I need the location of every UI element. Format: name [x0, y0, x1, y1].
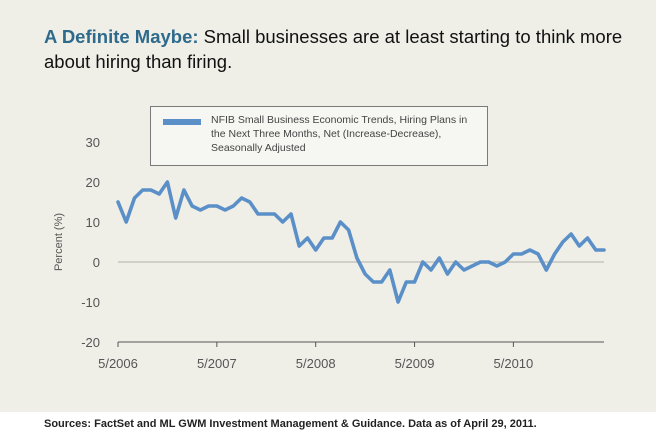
x-tick-label: 5/2008 — [296, 356, 336, 371]
legend-swatch — [163, 119, 201, 125]
chart-panel — [0, 0, 656, 412]
title-lead: A Definite Maybe: — [44, 26, 199, 47]
y-tick-label: -10 — [81, 295, 100, 310]
series-line — [116, 180, 606, 304]
y-tick-label: -20 — [81, 335, 100, 350]
x-tick-label: 5/2006 — [98, 356, 138, 371]
x-tick-label: 5/2007 — [197, 356, 237, 371]
x-tick-label: 5/2009 — [395, 356, 435, 371]
legend-label: NFIB Small Business Economic Trends, Hir… — [211, 114, 468, 154]
source-note: Sources: FactSet and ML GWM Investment M… — [44, 418, 537, 430]
title-rest: Small businesses are at least starting t… — [44, 26, 623, 72]
legend: NFIB Small Business Economic Trends, Hir… — [150, 106, 488, 166]
line-chart: -20 -10 0 10 20 30 5/2006 5/2007 5/2008 5/2009 5/2… — [54, 135, 606, 371]
y-tick-label: 0 — [93, 255, 100, 270]
y-tick-label: 10 — [86, 215, 100, 230]
y-axis-label: Percent (%) — [54, 213, 65, 271]
chart-title: A Definite Maybe: Small businesses are a… — [44, 24, 634, 74]
y-tick-label: 20 — [86, 175, 100, 190]
x-tick-label: 5/2010 — [494, 356, 534, 371]
y-tick-label: 30 — [86, 135, 100, 150]
